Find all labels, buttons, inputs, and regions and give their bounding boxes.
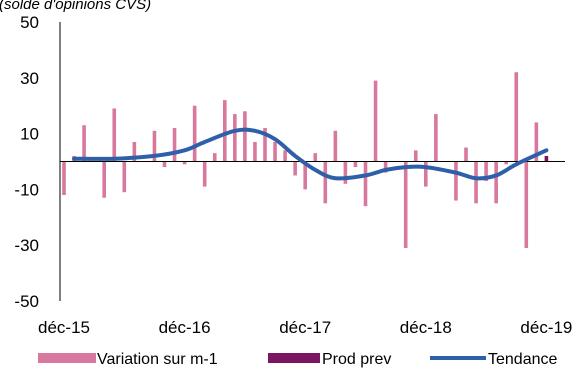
bar bbox=[524, 161, 529, 248]
bar bbox=[182, 161, 187, 165]
legend-label: Variation sur m-1 bbox=[97, 351, 218, 368]
bar bbox=[464, 147, 468, 162]
bar bbox=[303, 161, 307, 190]
bar bbox=[373, 80, 378, 162]
bar bbox=[212, 153, 217, 162]
bars bbox=[62, 72, 549, 248]
y-tick-label: -10 bbox=[14, 180, 39, 199]
bar bbox=[172, 128, 177, 162]
legend-swatch bbox=[38, 353, 96, 363]
bar bbox=[152, 130, 157, 162]
bar bbox=[233, 114, 237, 162]
bar bbox=[484, 161, 488, 182]
bar bbox=[273, 141, 277, 162]
bar bbox=[474, 161, 478, 204]
bar bbox=[202, 161, 207, 187]
legend-swatch bbox=[268, 353, 320, 363]
x-tick-label: déc-16 bbox=[159, 318, 211, 337]
bar bbox=[192, 105, 197, 162]
bar bbox=[162, 161, 167, 168]
bar bbox=[243, 111, 247, 162]
trend-line-group bbox=[72, 127, 549, 181]
trend-line bbox=[72, 127, 549, 181]
bar bbox=[102, 161, 106, 198]
y-tick-label: 30 bbox=[20, 69, 39, 88]
bar bbox=[132, 141, 137, 162]
x-tick-label: déc-19 bbox=[520, 318, 572, 337]
x-tick-label: déc-17 bbox=[279, 318, 331, 337]
bar bbox=[504, 161, 508, 165]
y-tick-label: -30 bbox=[14, 236, 39, 255]
x-tick-label: déc-18 bbox=[400, 318, 452, 337]
bar bbox=[343, 161, 348, 184]
bar bbox=[253, 141, 257, 162]
legend-label: Prod prev bbox=[322, 351, 391, 368]
x-axis-ticks: déc-15 déc-16 déc-17 déc-18 déc-19 bbox=[38, 318, 572, 337]
bar bbox=[383, 161, 388, 173]
bar bbox=[313, 153, 318, 162]
y-tick-label: -50 bbox=[14, 292, 39, 311]
bar bbox=[223, 100, 227, 162]
legend-label: Tendance bbox=[488, 351, 557, 368]
legend: Variation sur m-1 Prod prev Tendance bbox=[38, 351, 557, 368]
bar bbox=[413, 150, 418, 162]
bar bbox=[514, 72, 519, 162]
y-tick-label: 50 bbox=[20, 13, 39, 32]
bar bbox=[424, 161, 428, 187]
y-tick-label: 10 bbox=[20, 125, 39, 144]
bar bbox=[333, 130, 338, 162]
bar bbox=[323, 161, 328, 204]
bar bbox=[494, 161, 498, 204]
bar bbox=[363, 161, 368, 207]
bar bbox=[454, 161, 458, 201]
bar bbox=[263, 128, 267, 162]
bar bbox=[353, 161, 358, 168]
y-axis-ticks: 50 30 10 -10 -30 -50 bbox=[14, 13, 39, 311]
bar bbox=[122, 161, 127, 193]
bar bbox=[544, 155, 549, 162]
bar bbox=[434, 114, 438, 162]
bar bbox=[112, 108, 117, 162]
x-tick-label: déc-15 bbox=[38, 318, 90, 337]
bar bbox=[293, 161, 297, 176]
bar bbox=[403, 161, 408, 248]
chart-subtitle: (solde d'opinions CVS) bbox=[0, 0, 151, 13]
bar bbox=[534, 122, 539, 162]
bar bbox=[62, 161, 66, 195]
bar bbox=[283, 150, 287, 162]
bar bbox=[82, 125, 86, 162]
